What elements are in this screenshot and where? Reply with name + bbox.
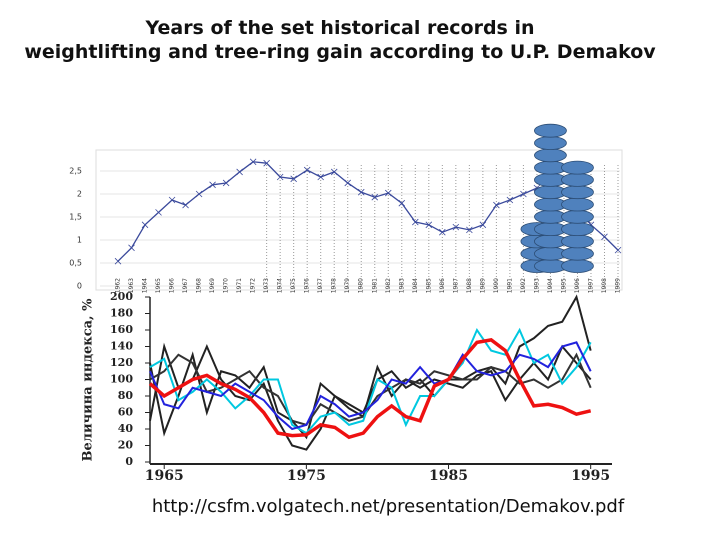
point-marker — [330, 168, 338, 176]
y-axis-label: Величина индекса, % — [81, 298, 96, 462]
x-tick-label: 1962 — [115, 278, 122, 293]
x-tick-label: 1965 — [155, 278, 162, 293]
y-tick-label: 200 — [110, 290, 133, 303]
record-ellipse — [561, 197, 594, 212]
x-tick-label: 1964 — [142, 278, 149, 293]
y-tick-label: 120 — [110, 356, 133, 369]
point-marker — [371, 193, 379, 201]
x-tick-label: 1970 — [223, 278, 230, 293]
point-marker — [425, 221, 433, 229]
point-marker — [506, 196, 514, 204]
point-marker — [520, 190, 527, 198]
record-stack — [561, 160, 594, 273]
point-marker — [155, 209, 162, 216]
index-line — [149, 344, 592, 440]
point-marker — [357, 188, 365, 196]
source-url: http://csfm.volgatech.net/presentation/D… — [152, 496, 625, 517]
record-ellipse — [561, 234, 594, 249]
point-marker — [128, 244, 135, 252]
x-tick-label: 1963 — [128, 278, 135, 293]
record-ellipse — [561, 259, 594, 273]
point-marker — [384, 189, 392, 197]
x-tick-label: 1965 — [145, 468, 184, 484]
record-stack — [534, 123, 567, 273]
point-marker — [303, 166, 311, 174]
point-marker — [493, 201, 500, 209]
y-tick-label: 180 — [110, 307, 133, 320]
point-marker — [412, 218, 419, 226]
point-marker — [479, 221, 487, 229]
y-tick-label: 160 — [110, 323, 133, 336]
x-tick-label: 1968 — [196, 278, 203, 293]
x-tick-label: 1969 — [209, 278, 216, 293]
point-marker — [344, 179, 352, 187]
point-marker — [236, 168, 243, 176]
point-marker — [182, 201, 189, 209]
x-tick-label: 1966 — [169, 278, 176, 293]
record-ellipse — [534, 148, 567, 163]
point-marker — [141, 221, 149, 229]
y-tick-label: 0 — [125, 455, 133, 468]
x-tick-label: 1971 — [236, 278, 243, 293]
index-line — [149, 294, 592, 451]
point-marker — [398, 199, 406, 207]
index-line — [148, 338, 592, 440]
point-marker — [290, 175, 297, 183]
y-tick-label: 1,5 — [69, 213, 82, 222]
point-marker — [276, 173, 284, 181]
record-ellipse — [561, 222, 594, 237]
y-tick-label: 100 — [110, 373, 133, 386]
y-tick-label: 0 — [77, 282, 82, 291]
record-ellipse — [561, 209, 594, 224]
point-marker — [466, 226, 473, 234]
point-marker — [168, 196, 176, 204]
point-marker — [614, 246, 622, 254]
point-marker — [439, 228, 446, 236]
point-marker — [114, 257, 122, 265]
x-tick-label: 1975 — [287, 468, 326, 484]
record-ellipse — [561, 160, 594, 175]
y-tick-label: 2 — [77, 190, 82, 199]
y-tick-label: 80 — [118, 389, 134, 402]
point-marker — [209, 181, 216, 189]
index-line — [117, 161, 619, 262]
y-tick-label: 140 — [110, 340, 133, 353]
y-tick-label: 60 — [118, 406, 134, 419]
point-marker — [249, 158, 257, 166]
record-ellipse — [561, 185, 594, 200]
point-marker — [222, 179, 230, 187]
slide-title: Years of the set historical records in we… — [24, 17, 656, 63]
point-marker — [195, 190, 203, 198]
y-tick-label: 40 — [118, 422, 134, 435]
x-tick-label: 1985 — [429, 468, 468, 484]
record-ellipse — [534, 136, 567, 150]
y-tick-label: 2,5 — [69, 167, 82, 176]
record-ellipse — [561, 172, 594, 187]
record-ellipse — [534, 123, 567, 138]
point-marker — [452, 223, 460, 231]
x-tick-label: 1995 — [571, 468, 610, 484]
point-marker — [317, 173, 324, 181]
x-tick-label: 1972 — [250, 278, 257, 293]
point-marker — [263, 159, 270, 167]
x-tick-label: 1967 — [182, 278, 189, 293]
point-marker — [601, 233, 608, 241]
index-line — [149, 341, 592, 431]
y-tick-label: 20 — [118, 439, 134, 452]
record-ellipse — [561, 246, 594, 261]
y-tick-label: 1 — [77, 236, 82, 245]
y-tick-label: 0,5 — [69, 259, 82, 268]
top-chart-frame — [95, 149, 623, 291]
